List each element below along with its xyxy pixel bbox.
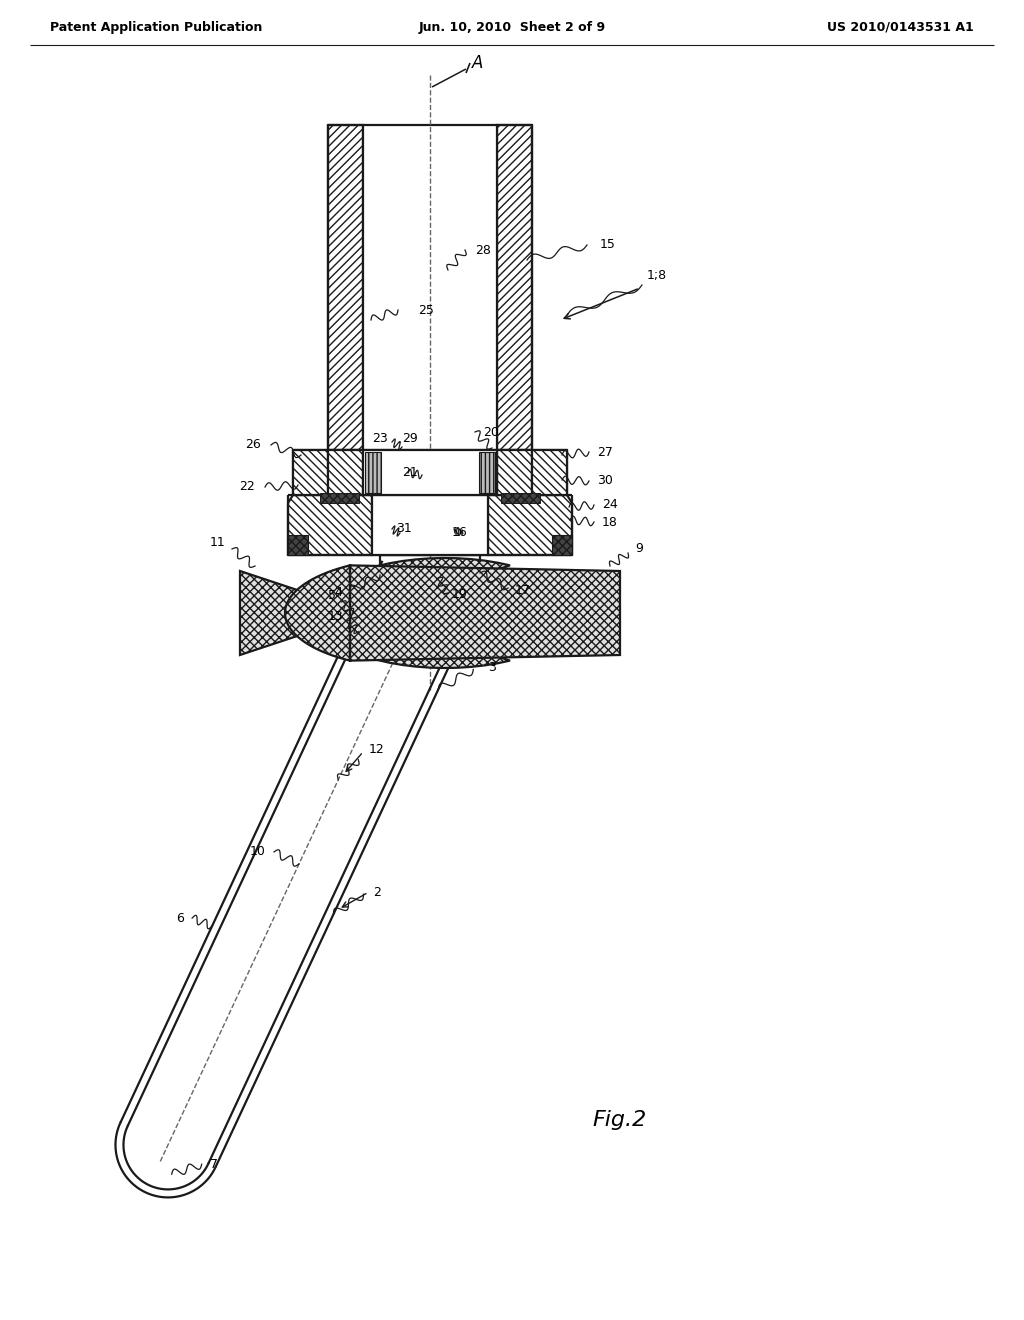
Text: Patent Application Publication: Patent Application Publication [50, 21, 262, 33]
Polygon shape [479, 451, 495, 492]
Text: 17: 17 [515, 585, 530, 598]
Text: 27: 27 [597, 446, 613, 458]
Polygon shape [488, 495, 572, 554]
Polygon shape [501, 492, 540, 503]
Text: 5: 5 [329, 589, 336, 602]
Text: 23: 23 [372, 432, 388, 445]
Text: 22: 22 [240, 480, 255, 494]
Text: 24: 24 [602, 499, 617, 511]
Text: 1;8: 1;8 [647, 268, 667, 281]
Text: 13: 13 [328, 610, 343, 623]
Text: Fig.2: Fig.2 [593, 1110, 647, 1130]
Text: 10: 10 [250, 845, 266, 858]
Polygon shape [328, 125, 362, 450]
Bar [362, 125, 497, 450]
Polygon shape [497, 450, 532, 495]
Text: 18: 18 [602, 516, 617, 528]
Polygon shape [288, 535, 308, 554]
Polygon shape [293, 450, 328, 495]
Text: 25: 25 [418, 304, 434, 317]
Polygon shape [328, 450, 362, 495]
Text: 30: 30 [597, 474, 613, 487]
Text: 12: 12 [369, 743, 384, 756]
Text: 2: 2 [374, 886, 381, 899]
Text: 3: 3 [488, 661, 497, 675]
Polygon shape [285, 565, 620, 660]
Polygon shape [497, 125, 532, 450]
Bar [372, 495, 488, 554]
Polygon shape [365, 451, 381, 492]
Text: 19: 19 [452, 589, 468, 602]
Polygon shape [532, 450, 567, 495]
Text: 29: 29 [402, 432, 418, 445]
Polygon shape [288, 495, 372, 554]
Text: A: A [472, 54, 483, 73]
Text: 31: 31 [396, 523, 412, 536]
Bar [362, 450, 497, 495]
Text: 20: 20 [483, 425, 499, 438]
Text: 4: 4 [334, 586, 342, 599]
Text: Jun. 10, 2010  Sheet 2 of 9: Jun. 10, 2010 Sheet 2 of 9 [419, 21, 605, 33]
Text: 15: 15 [600, 239, 615, 252]
Text: 16: 16 [452, 527, 468, 540]
Text: 28: 28 [475, 243, 490, 256]
Text: 6: 6 [176, 912, 184, 924]
Text: 9: 9 [635, 543, 643, 556]
Text: 26: 26 [246, 438, 261, 451]
Text: 21: 21 [402, 466, 418, 479]
Polygon shape [240, 558, 510, 668]
Text: 7: 7 [210, 1158, 218, 1171]
Text: US 2010/0143531 A1: US 2010/0143531 A1 [827, 21, 974, 33]
Text: 11: 11 [209, 536, 225, 549]
Polygon shape [319, 492, 359, 503]
Polygon shape [552, 535, 572, 554]
